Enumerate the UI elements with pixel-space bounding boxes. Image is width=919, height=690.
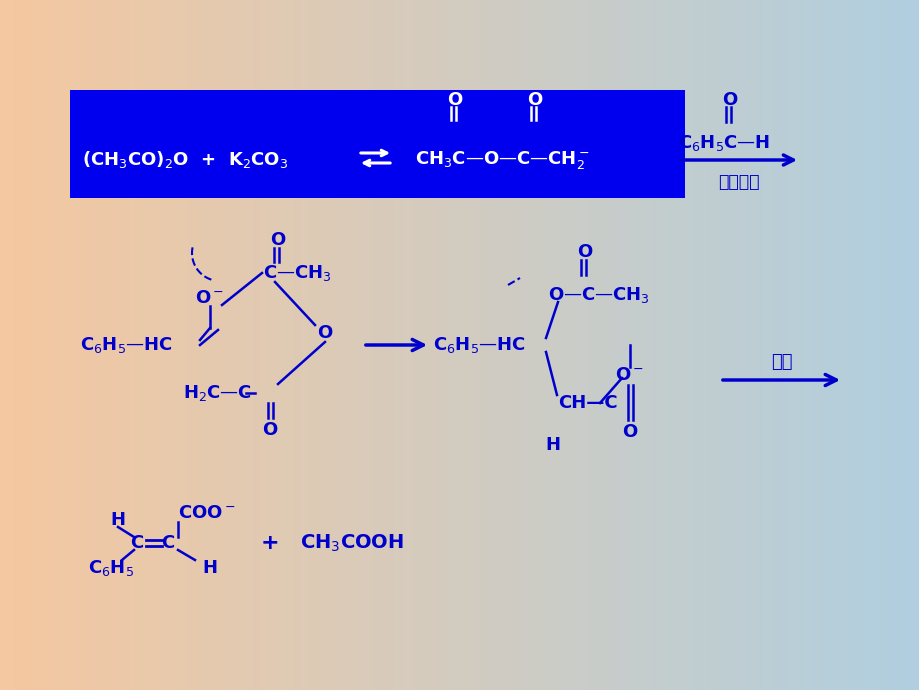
Text: O: O	[527, 91, 542, 109]
Text: CH—C: CH—C	[558, 394, 617, 412]
Text: C: C	[161, 534, 175, 552]
Text: O$^-$: O$^-$	[195, 289, 224, 307]
Text: COO$^-$: COO$^-$	[177, 504, 235, 522]
Text: (CH$_3$CO)$_2$O  +  K$_2$CO$_3$: (CH$_3$CO)$_2$O + K$_2$CO$_3$	[82, 150, 288, 170]
Text: C$_6$H$_5$—HC: C$_6$H$_5$—HC	[80, 335, 173, 355]
Text: O: O	[721, 91, 737, 109]
Text: O: O	[447, 91, 462, 109]
Text: H$_2$C—C: H$_2$C—C	[183, 383, 252, 403]
Text: C—CH$_3$: C—CH$_3$	[263, 263, 331, 283]
Text: CH$_3$C—O—C—CH$_2^-$: CH$_3$C—O—C—CH$_2^-$	[414, 149, 589, 171]
Text: 亲核加成: 亲核加成	[718, 173, 759, 191]
Text: O: O	[317, 324, 333, 342]
Text: 消去: 消去	[770, 353, 792, 371]
Text: C$_6$H$_5$C—H: C$_6$H$_5$C—H	[677, 133, 769, 153]
Text: O: O	[270, 231, 285, 249]
Text: H: H	[545, 436, 560, 454]
Text: O$^-$: O$^-$	[615, 366, 644, 384]
Text: C$_6$H$_5$: C$_6$H$_5$	[88, 558, 134, 578]
Text: H: H	[202, 559, 217, 577]
Text: H: H	[110, 511, 125, 529]
Text: +: +	[260, 533, 279, 553]
Text: C$_6$H$_5$—HC: C$_6$H$_5$—HC	[433, 335, 526, 355]
Text: O: O	[621, 423, 637, 441]
Text: O: O	[577, 243, 592, 261]
Bar	[70, 90, 685, 198]
Text: O—C—CH$_3$: O—C—CH$_3$	[548, 285, 649, 305]
Text: CH$_3$COOH: CH$_3$COOH	[300, 533, 403, 553]
Text: C: C	[130, 534, 143, 552]
Text: O: O	[262, 421, 278, 439]
